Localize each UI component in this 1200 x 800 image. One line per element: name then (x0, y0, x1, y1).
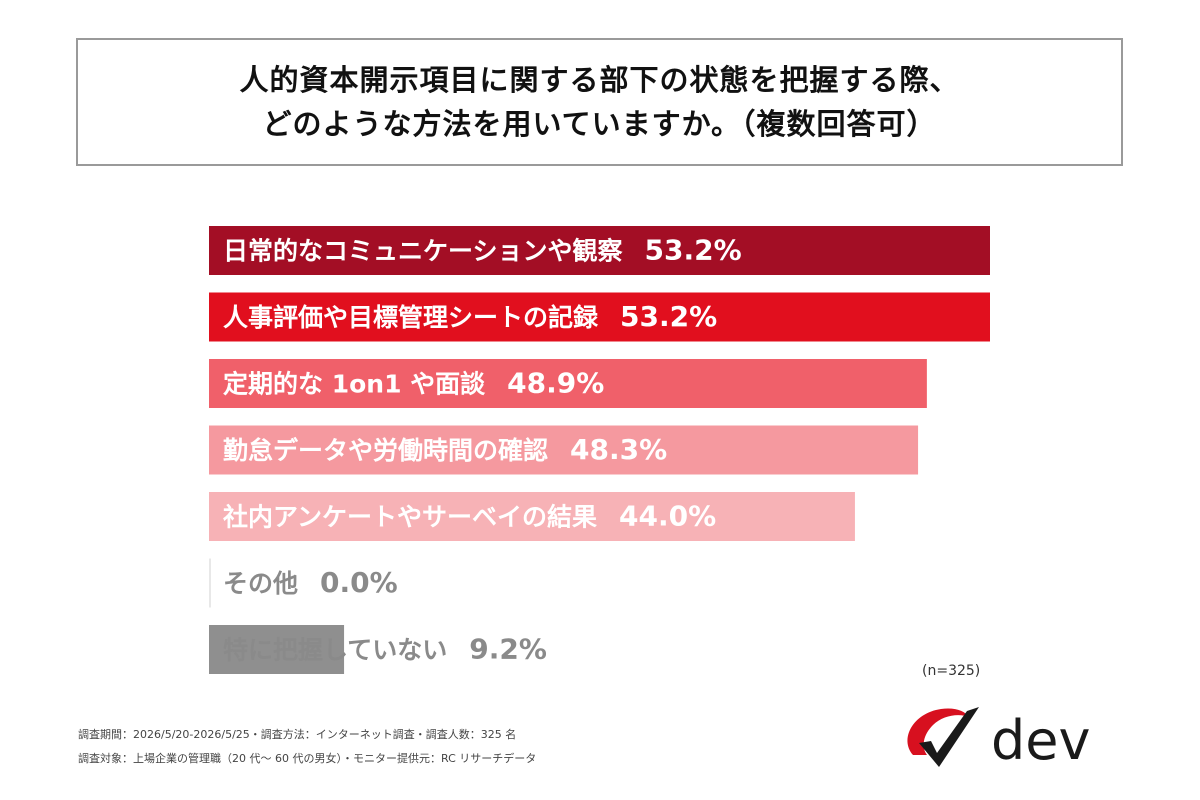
sample-size-label: (n=325) (922, 663, 981, 679)
bar-label-6: その他 0.0% (223, 566, 398, 599)
category-label-5: 社内アンケートやサーベイの結果 (223, 503, 597, 532)
value-label-2: 53.2% (620, 300, 717, 333)
value-label-1: 53.2% (645, 234, 742, 267)
bar-label-7: 特に把握していない 9.2% (223, 633, 547, 666)
bar-6 (209, 558, 211, 608)
value-label-5: 44.0% (619, 500, 716, 533)
bar-label-5: 社内アンケートやサーベイの結果 44.0% (223, 500, 716, 533)
bar-label-3: 定期的な 1on1 や面談 48.9% (223, 367, 604, 400)
bar-3 (209, 359, 927, 408)
category-label-6: その他 (223, 569, 298, 598)
logo-wordmark: dev (991, 709, 1090, 772)
category-label-4: 勤怠データや労働時間の確認 (223, 436, 548, 465)
survey-period-note: 調査期間：2026/5/20-2026/5/25・調査方法：インターネット調査・… (78, 728, 517, 741)
bar-1 (209, 226, 990, 275)
category-label-2: 人事評価や目標管理シートの記録 (223, 303, 599, 332)
bar-label-2: 人事評価や目標管理シートの記録 53.2% (223, 300, 717, 333)
category-label-7: 特に把握していない (223, 636, 447, 665)
chart-title-line-1: 人的資本開示項目に関する部下の状態を把握する際、 (239, 63, 960, 97)
bar-label-4: 勤怠データや労働時間の確認 48.3% (223, 433, 667, 466)
survey-target-note: 調査対象：上場企業の管理職（20 代～ 60 代の男女）・モニター提供元：RC … (78, 752, 537, 765)
category-label-1: 日常的なコミュニケーションや観察 (223, 237, 624, 266)
dev-logo: dev (907, 707, 1090, 772)
bar-2 (209, 292, 990, 342)
category-label-3: 定期的な 1on1 や面談 (223, 370, 486, 399)
value-label-7: 9.2% (469, 633, 547, 666)
bar-label-1: 日常的なコミュニケーションや観察 53.2% (223, 234, 742, 267)
chart-title-line-2: どのような方法を用いていますか。（複数回答可） (262, 107, 937, 141)
value-label-4: 48.3% (570, 433, 667, 466)
chart-title-box: 人的資本開示項目に関する部下の状態を把握する際、 どのような方法を用いていますか… (76, 38, 1123, 166)
bar-7 (209, 625, 345, 674)
checkmark-swoosh-icon (907, 707, 979, 767)
bar-4 (209, 425, 919, 475)
value-label-3: 48.9% (507, 367, 604, 400)
bar-chart: 日常的なコミュニケーションや観察 53.2% 人事評価や目標管理シートの記録 53.2… (209, 226, 990, 674)
bar-5 (209, 492, 855, 541)
value-label-6: 0.0% (320, 566, 398, 599)
